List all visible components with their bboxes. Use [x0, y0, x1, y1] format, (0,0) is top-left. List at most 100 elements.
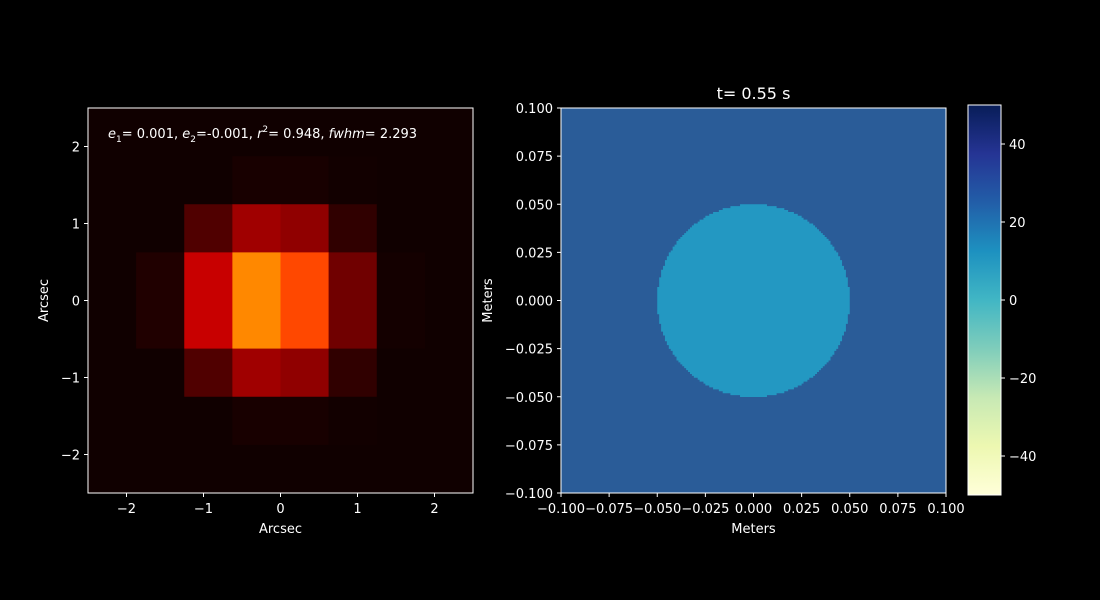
psf-pixel — [232, 204, 281, 253]
psf-x-tick-label: 1 — [353, 502, 361, 517]
psf-pixel — [88, 348, 137, 398]
psf-x-tick-label: −1 — [194, 502, 213, 517]
psf-pixel — [88, 204, 137, 253]
psf-pixel — [232, 252, 281, 301]
phase-y-tick-label: 0.000 — [516, 295, 553, 310]
phase-x-tick-label: 0.025 — [783, 502, 820, 517]
psf-pixel — [376, 252, 426, 301]
colorbar-tick-label: 40 — [1009, 138, 1026, 153]
psf-pixel — [88, 300, 137, 349]
psf-pixel — [136, 156, 185, 205]
psf-pixel — [424, 108, 474, 157]
phase-x-tick-label: −0.100 — [537, 502, 585, 517]
psf-pixel — [280, 204, 329, 253]
psf-pixel — [376, 444, 426, 494]
psf-y-tick-label: 2 — [72, 141, 80, 156]
psf-annotation: e1= 0.001, e2=-0.001, r2= 0.948, fwhm= 2… — [108, 125, 417, 145]
psf-pixel — [88, 444, 137, 494]
phase-x-tick-label: 0.075 — [879, 502, 916, 517]
psf-pixel — [184, 156, 233, 205]
psf-x-axis-label: Arcsec — [259, 522, 302, 537]
phase-y-tick-label: −0.100 — [505, 487, 553, 502]
phase-x-tick-label: −0.025 — [681, 502, 729, 517]
psf-pixel — [88, 108, 137, 157]
psf-pixel — [184, 300, 233, 349]
psf-pixel — [424, 156, 474, 205]
psf-pixel — [88, 156, 137, 205]
psf-pixel — [280, 300, 329, 349]
colorbar-ticks: 40 20 0 −20 −40 — [1001, 138, 1036, 465]
psf-pixel — [136, 204, 185, 253]
phase-x-tick-label: 0.000 — [735, 502, 772, 517]
psf-pixel — [136, 300, 185, 349]
psf-y-ticks: 2 1 0 −1 −2 — [61, 141, 88, 464]
psf-pixel — [136, 348, 185, 398]
phase-x-tick-label: −0.075 — [585, 502, 633, 517]
psf-pixel — [424, 252, 474, 301]
phase-panel: −0.100 −0.075 −0.050 −0.025 0.000 0.025 0.050 0… — [481, 84, 1036, 537]
phase-y-tick-label: 0.050 — [516, 198, 553, 213]
colorbar-tick-label: 0 — [1009, 294, 1017, 309]
psf-pixel — [184, 204, 233, 253]
psf-pixel — [136, 108, 185, 157]
psf-pixel — [184, 108, 233, 157]
psf-x-tick-label: −2 — [117, 502, 136, 517]
psf-pixel — [328, 156, 378, 205]
psf-y-tick-label: −2 — [61, 449, 80, 464]
psf-pixel — [328, 444, 378, 494]
psf-pixel — [280, 252, 329, 301]
phase-x-tick-label: 0.050 — [831, 502, 868, 517]
psf-pixel — [328, 108, 378, 157]
psf-pixel — [376, 300, 426, 349]
phase-title: t= 0.55 s — [717, 84, 791, 103]
psf-pixel — [280, 348, 329, 398]
phase-y-axis-label: Meters — [481, 278, 496, 323]
psf-pixel — [328, 204, 378, 253]
phase-y-tick-label: 0.100 — [516, 102, 553, 117]
psf-pixel — [328, 396, 378, 446]
psf-x-tick-label: 0 — [276, 502, 284, 517]
psf-pixel — [424, 444, 474, 494]
psf-pixel — [232, 444, 281, 494]
psf-pixel — [184, 252, 233, 301]
psf-pixel — [88, 252, 137, 301]
psf-pixel — [232, 348, 281, 398]
phase-y-tick-label: −0.025 — [505, 343, 553, 358]
psf-pixel — [376, 108, 426, 157]
phase-y-tick-label: −0.050 — [505, 391, 553, 406]
psf-x-tick-label: 2 — [430, 502, 438, 517]
psf-pixel — [280, 108, 329, 157]
phase-x-axis-label: Meters — [731, 522, 776, 537]
psf-y-axis-label: Arcsec — [37, 279, 52, 322]
psf-pixel — [424, 204, 474, 253]
psf-pixel — [376, 204, 426, 253]
psf-pixel — [232, 108, 281, 157]
psf-pixel — [184, 444, 233, 494]
colorbar-tick-label: −20 — [1009, 372, 1036, 387]
psf-pixel — [232, 396, 281, 446]
psf-pixel — [328, 300, 378, 349]
psf-panel: −2 −1 0 1 2 2 1 0 −1 −2 Arcsec Arcsec e1= 0.001,… — [37, 107, 474, 537]
psf-pixel — [424, 300, 474, 349]
psf-image — [88, 108, 474, 494]
psf-y-tick-label: −1 — [61, 372, 80, 387]
psf-y-tick-label: 0 — [72, 295, 80, 310]
psf-pixel — [328, 348, 378, 398]
phase-y-tick-label: −0.075 — [505, 439, 553, 454]
psf-pixel — [184, 348, 233, 398]
phase-y-tick-label: 0.025 — [516, 246, 553, 261]
psf-y-tick-label: 1 — [72, 218, 80, 233]
colorbar-tick-label: −40 — [1009, 450, 1036, 465]
phase-y-ticks: 0.100 0.075 0.050 0.025 0.000 −0.025 −0.050 −0.… — [505, 102, 561, 502]
psf-pixel — [88, 396, 137, 446]
psf-pixel — [424, 348, 474, 398]
psf-pixel — [136, 252, 185, 301]
psf-pixel — [184, 396, 233, 446]
psf-x-ticks: −2 −1 0 1 2 — [117, 493, 439, 517]
psf-pixel — [424, 396, 474, 446]
psf-pixel — [136, 396, 185, 446]
colorbar — [968, 105, 1001, 495]
phase-disk — [657, 204, 850, 398]
psf-pixel — [136, 444, 185, 494]
